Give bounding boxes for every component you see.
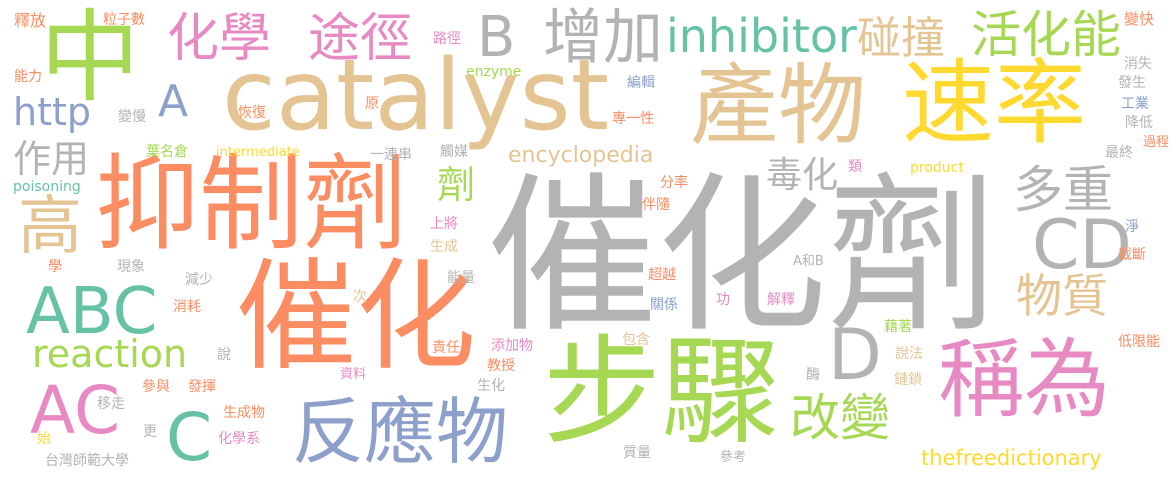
word-cuihuaji: 催化劑: [487, 158, 998, 356]
word-intermediate: intermediate: [216, 145, 300, 160]
word-ziliao: 資料: [340, 367, 367, 382]
word-lujing: 路徑: [433, 31, 461, 47]
word-tfd: thefreedictionary: [921, 446, 1102, 470]
word-biankuai: 變快: [1124, 10, 1155, 28]
word-zhiliang: 質量: [623, 445, 651, 461]
word-jiangdi: 降低: [1125, 115, 1153, 131]
word-jieshi: 解釋: [767, 292, 795, 308]
word-gao: 高: [18, 190, 82, 264]
word-zhuanyixing: 專一性: [612, 111, 654, 127]
word-banshui: 伴隨: [642, 197, 670, 213]
word-nengli: 能力: [14, 69, 42, 85]
word-yizou: 移走: [97, 396, 125, 412]
word-jieduan: 截斷: [1118, 247, 1146, 263]
word-shengcheng: 生成: [430, 239, 458, 255]
word-gong: 功: [716, 292, 730, 308]
word-chengwei: 稱為: [938, 330, 1110, 430]
word-jiaoshou: 教授: [487, 358, 515, 374]
word-zuoyong: 作用: [13, 137, 90, 181]
word-a: A: [158, 76, 189, 127]
word-ac: AC: [30, 372, 121, 449]
word-xianxiang: 現象: [117, 259, 145, 275]
word-biarman: 變慢: [118, 109, 146, 125]
word-bianji: 編輯: [627, 75, 655, 91]
word-chumei: 觸媒: [440, 144, 468, 160]
word-wuzhi: 物質: [1016, 269, 1108, 323]
word-yuan: 原: [365, 96, 379, 112]
word-abc: ABC: [26, 275, 158, 349]
word-duozhong: 多重: [1013, 161, 1113, 219]
word-catalyst: catalyst: [222, 39, 610, 153]
word-geng: 更: [143, 424, 157, 440]
word-xiaohao: 消耗: [173, 299, 201, 315]
word-huifu: 恢復: [238, 105, 266, 121]
word-buzhou: 步驟: [543, 323, 780, 461]
word-shengchengwu: 生成物: [223, 405, 265, 421]
word-guanxi: 關係: [650, 297, 678, 313]
word-cd: CD: [1032, 206, 1132, 285]
word-sulu: 速率: [902, 50, 1087, 157]
word-zuizhong: 最終: [1105, 145, 1133, 161]
word-enzyme: enzyme: [466, 64, 522, 80]
word-jizhu: 藉著: [884, 319, 912, 335]
word-ci: 次: [353, 289, 367, 305]
word-inhibitor: inhibitor: [666, 9, 857, 63]
word-shi: 始: [37, 431, 51, 447]
word-zengjia: 增加: [543, 3, 663, 73]
word-shuo: 說: [217, 347, 231, 363]
word-yizhiji: 抑制劑: [95, 143, 408, 265]
word-poisoning: poisoning: [13, 179, 81, 195]
word-fasheng: 發生: [1118, 75, 1146, 91]
word-chaoyue: 超越: [648, 267, 676, 283]
word-d: D: [828, 314, 882, 396]
word-jing: 淨: [1125, 219, 1139, 235]
word-shifang: 釋放: [14, 11, 47, 30]
word-huaxue: 化學: [167, 9, 272, 69]
word-xiaoshi: 消失: [1124, 56, 1152, 72]
word-zeren: 責任: [432, 340, 460, 356]
word-mei: 酶: [806, 367, 820, 383]
word-fanyingwu: 反應物: [292, 390, 509, 474]
word-baohan: 包含: [622, 332, 650, 348]
word-tianjiawu: 添加物: [491, 338, 533, 354]
word-ntnu: 台灣師範大學: [45, 453, 129, 469]
word-zhong: 中: [40, 0, 140, 116]
word-shuofa: 說法: [895, 346, 923, 362]
word-lizishu: 粒子數: [103, 12, 145, 28]
word-liansuo: 鏈鎖: [894, 372, 922, 388]
word-encyclopedia: encyclopedia: [508, 143, 654, 168]
word-reaction: reaction: [32, 332, 188, 376]
word-duhua: 毒化: [766, 155, 839, 196]
word-pengzhuang: 碰撞: [857, 13, 945, 64]
word-shangjiang: 上將: [430, 216, 458, 232]
word-gaibian: 改變: [790, 389, 890, 447]
word-huaxuexi: 化學系: [218, 431, 260, 447]
word-guocheng: 過程: [1143, 135, 1170, 150]
word-shenghua: 生化: [477, 378, 505, 394]
word-aheb: A和B: [793, 254, 824, 269]
word-cuihua: 催化: [236, 248, 476, 387]
word-chanwu: 產物: [690, 54, 867, 157]
word-yemingcang: 葉名倉: [146, 144, 188, 160]
word-gongye: 工業: [1121, 96, 1149, 112]
word-fenlv: 分率: [660, 175, 688, 191]
word-xue: 學: [48, 259, 62, 275]
word-canyu: 參與: [142, 379, 170, 395]
word-product: product: [910, 160, 964, 176]
word-yiliancuan: 一連串: [370, 147, 412, 163]
word-nengliang: 能量: [447, 270, 475, 286]
word-jianshao: 減少: [185, 272, 213, 288]
word-dixianneng: 低限能: [1118, 334, 1160, 350]
word-tujing: 途徑: [308, 9, 413, 69]
word-lei: 類: [848, 159, 862, 175]
word-cankao: 參考: [720, 450, 747, 465]
word-http: http: [13, 90, 92, 134]
word-c: C: [166, 399, 213, 476]
word-fahui: 發揮: [188, 379, 216, 395]
word-huohuaneng: 活化能: [971, 6, 1121, 64]
word-ji: 劑: [437, 163, 476, 207]
word-b: B: [477, 5, 516, 70]
